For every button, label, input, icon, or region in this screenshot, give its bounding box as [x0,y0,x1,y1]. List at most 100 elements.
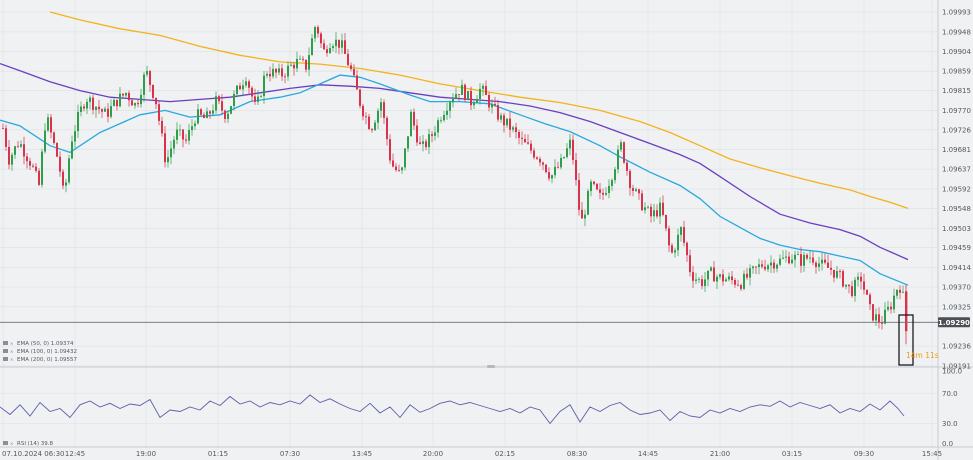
candle [683,220,685,247]
rsi-close-icon[interactable]: ✕ [10,441,13,446]
candle [107,103,109,123]
candle [257,90,259,106]
candle [113,98,115,107]
candle [50,114,52,139]
time-tick: 13:45 [352,450,372,458]
price-tick: 1.09503 [942,225,971,233]
ema100-legend-label: EMA (100, 0) 1.09432 [17,349,77,355]
candle [278,63,280,76]
candle [383,99,385,124]
candle [701,275,703,290]
price-tick: 1.09726 [942,126,971,134]
ema100-close-icon[interactable]: ✕ [10,349,13,354]
candle [704,271,706,292]
price-tick: 1.09325 [942,303,971,311]
ema50-close-icon[interactable]: ✕ [10,341,13,346]
candle [11,152,13,171]
candle [23,136,25,165]
candle [470,86,472,111]
time-axis[interactable]: 07.10.2024 06:30 12:45 19:00 01:15 07:30 13:4… [2,450,942,458]
rsi-legend-label: RSI (14) 39.8 [17,441,53,447]
candle [287,61,289,81]
ema200-line[interactable] [49,11,909,210]
candle [617,145,619,174]
candle [410,109,412,137]
candle [668,225,670,253]
candlestick-series[interactable] [2,25,908,345]
candle [347,48,349,66]
candle [143,71,145,103]
candle [203,112,205,119]
candle [161,116,163,137]
candle [731,271,733,285]
candle [260,94,262,98]
candle [584,209,586,227]
pane-resize-handle[interactable] [487,365,495,368]
candle [818,256,820,272]
rsi-legend-item[interactable]: ✕ RSI (14) 39.8 [3,441,53,447]
candle [494,96,496,107]
candle [839,269,841,279]
candle [641,190,643,212]
candle [194,120,196,130]
candle [761,260,763,269]
rsi-tick: 30.0 [942,420,958,428]
candle [326,45,328,57]
candle [590,179,592,197]
candle [299,55,301,60]
candle [164,126,166,168]
ema100-legend-item[interactable]: ✕ EMA (100, 0) 1.09432 [3,349,77,355]
candle [137,99,139,108]
rsi-axis[interactable]: 100.0 70.0 30.0 0.0 [942,368,962,449]
ema200-settings-icon[interactable] [3,357,8,361]
ema50-legend-item[interactable]: ✕ EMA (50, 0) 1.09374 [3,341,74,347]
candle [689,249,691,277]
price-tick: 1.09993 [942,9,971,17]
candle [365,112,367,125]
rsi-settings-icon[interactable] [3,441,8,445]
candle [5,124,7,151]
candle [350,62,352,72]
candle [551,174,553,184]
candle [176,122,178,145]
candle [413,108,415,130]
candle [437,117,439,138]
candle [773,259,775,273]
candle [629,169,631,196]
candle [74,125,76,149]
ema100-settings-icon[interactable] [3,349,8,353]
candle [359,88,361,109]
candle [191,119,193,136]
ema100-line[interactable] [0,62,909,261]
price-tick: 1.09948 [942,28,971,36]
ema50-settings-icon[interactable] [3,341,8,345]
candle [518,129,520,145]
ema200-close-icon[interactable]: ✕ [10,357,13,362]
candle [263,71,265,104]
candle [290,61,292,67]
ema200-legend-item[interactable]: ✕ EMA (200, 0) 1.09557 [3,357,78,363]
candle [149,70,151,92]
candle [644,202,646,214]
candle [284,73,286,84]
candle [794,250,796,268]
candle [140,88,142,108]
candle [653,203,655,222]
rsi-line[interactable] [0,394,905,425]
candle [893,288,895,314]
indicator-legend[interactable]: ✕ EMA (50, 0) 1.09374 ✕ EMA (100, 0) 1.0… [3,341,78,363]
candle [134,102,136,109]
candle [275,67,277,79]
candle [233,90,235,111]
candle [449,100,451,119]
candle [554,159,556,179]
price-axis[interactable]: 1.09993 1.09948 1.09904 1.09859 1.09815 1.097… [942,9,971,371]
candle [860,272,862,290]
candle [821,252,823,271]
ema50-line[interactable] [0,74,909,286]
candle [674,247,676,258]
candle [635,187,637,193]
candle [578,172,580,216]
candle [545,164,547,174]
